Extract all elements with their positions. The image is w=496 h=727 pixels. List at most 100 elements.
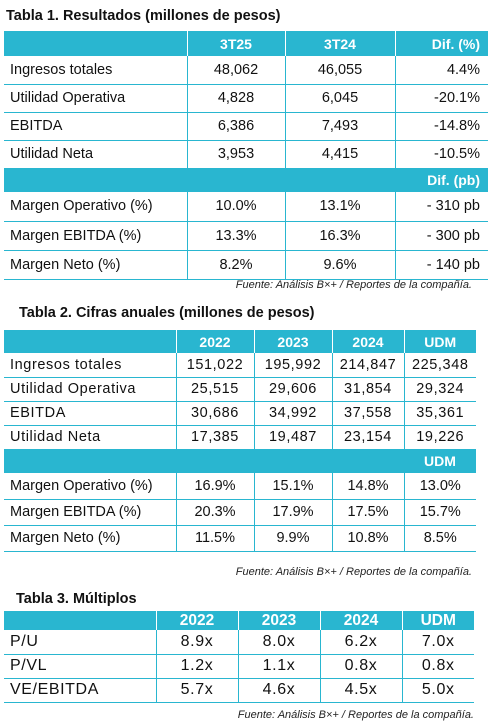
cell-value: 6.2x <box>320 630 403 655</box>
cell-value: -10.5% <box>395 140 488 169</box>
cell-value: 37,558 <box>332 401 405 426</box>
row-label: Margen EBITDA (%) <box>4 499 177 526</box>
cell-value: -20.1% <box>395 84 488 113</box>
row-label: Margen EBITDA (%) <box>4 221 188 251</box>
multiples-table: 2022 2023 2024 UDM P/U 8.9x 8.0x 6.2x 7.… <box>4 611 474 703</box>
table-row: Utilidad Neta 3,953 4,415 -10.5% <box>4 140 488 169</box>
cell-value: 29,606 <box>254 377 333 402</box>
table3-header-row: 2022 2023 2024 UDM <box>4 611 474 630</box>
table2-col-header: UDM <box>404 330 476 353</box>
table-row: Utilidad Neta 17,385 19,487 23,154 19,22… <box>4 425 476 450</box>
table3-col-header: 2023 <box>238 611 321 630</box>
table-row: Margen Neto (%) 11.5% 9.9% 10.8% 8.5% <box>4 525 476 552</box>
table2-subheader: UDM <box>404 449 476 473</box>
cell-value: 19,487 <box>254 425 333 450</box>
table-row: EBITDA 6,386 7,493 -14.8% <box>4 112 488 141</box>
cell-value: 17,385 <box>176 425 255 450</box>
cell-value: 30,686 <box>176 401 255 426</box>
table2-header-row: 2022 2023 2024 UDM <box>4 330 476 353</box>
cell-value: 16.3% <box>285 221 396 251</box>
table1-title: Tabla 1. Resultados (millones de pesos) <box>6 8 281 24</box>
table1-source: Fuente: Análisis B×+ / Reportes de la co… <box>235 279 472 291</box>
cell-value: - 140 pb <box>395 250 488 280</box>
row-label: Utilidad Neta <box>4 140 188 169</box>
cell-value: 9.6% <box>285 250 396 280</box>
row-label: Margen Operativo (%) <box>4 192 188 222</box>
cell-value: 8.0x <box>238 630 321 655</box>
cell-value: 19,226 <box>404 425 476 450</box>
cell-value: 23,154 <box>332 425 405 450</box>
cell-value: 225,348 <box>404 353 476 378</box>
cell-value: 195,992 <box>254 353 333 378</box>
table1-subheader: Dif. (pb) <box>395 168 488 192</box>
cell-value: 0.8x <box>320 654 403 679</box>
subheader-blank <box>4 449 176 473</box>
cell-value: 4.4% <box>395 56 488 85</box>
table3-col-header: UDM <box>402 611 474 630</box>
cell-value: 1.2x <box>156 654 239 679</box>
cell-value: 0.8x <box>402 654 474 679</box>
table3-header-blank <box>4 611 157 630</box>
table-row: Margen Operativo (%) 10.0% 13.1% - 310 p… <box>4 192 488 222</box>
cell-value: 16.9% <box>176 473 255 500</box>
table2-col-header: 2023 <box>254 330 333 353</box>
table2-col-header: 2024 <box>332 330 405 353</box>
cell-value: 8.9x <box>156 630 239 655</box>
table3-source: Fuente: Análisis B×+ / Reportes de la co… <box>237 709 474 721</box>
table2-header-blank <box>4 330 177 353</box>
cell-value: 14.8% <box>332 473 405 500</box>
table1-header-blank <box>4 31 188 56</box>
cell-value: 11.5% <box>176 525 255 552</box>
row-label: VE/EBITDA <box>4 678 157 703</box>
cell-value: 6,045 <box>285 84 396 113</box>
table-row: P/U 8.9x 8.0x 6.2x 7.0x <box>4 630 474 655</box>
annual-figures-table: 2022 2023 2024 UDM Ingresos totales 151,… <box>4 330 476 552</box>
table-row: P/VL 1.2x 1.1x 0.8x 0.8x <box>4 654 474 679</box>
cell-value: 6,386 <box>187 112 286 141</box>
table1-col-header: 3T25 <box>187 31 286 56</box>
table-row: Margen Neto (%) 8.2% 9.6% - 140 pb <box>4 250 488 280</box>
table-row: VE/EBITDA 5.7x 4.6x 4.5x 5.0x <box>4 678 474 703</box>
cell-value: 17.9% <box>254 499 333 526</box>
cell-value: -14.8% <box>395 112 488 141</box>
row-label: EBITDA <box>4 401 177 426</box>
cell-value: 151,022 <box>176 353 255 378</box>
table-row: Margen EBITDA (%) 13.3% 16.3% - 300 pb <box>4 221 488 251</box>
row-label: Utilidad Operativa <box>4 377 177 402</box>
table3-col-header: 2022 <box>156 611 239 630</box>
row-label: Ingresos totales <box>4 56 188 85</box>
cell-value: 13.3% <box>187 221 286 251</box>
row-label: P/U <box>4 630 157 655</box>
cell-value: 214,847 <box>332 353 405 378</box>
row-label: EBITDA <box>4 112 188 141</box>
cell-value: 8.5% <box>404 525 476 552</box>
cell-value: 4,415 <box>285 140 396 169</box>
row-label: Margen Operativo (%) <box>4 473 177 500</box>
cell-value: 1.1x <box>238 654 321 679</box>
table3-col-header: 2024 <box>320 611 403 630</box>
subheader-blank <box>187 168 285 192</box>
table-row: Margen Operativo (%) 16.9% 15.1% 14.8% 1… <box>4 473 476 500</box>
row-label: Utilidad Operativa <box>4 84 188 113</box>
table1-col-header: 3T24 <box>285 31 396 56</box>
row-label: Margen Neto (%) <box>4 525 177 552</box>
cell-value: 29,324 <box>404 377 476 402</box>
table2-subheader-row: UDM <box>4 449 476 473</box>
subheader-blank <box>4 168 187 192</box>
row-label: Margen Neto (%) <box>4 250 188 280</box>
table1-subheader-row: Dif. (pb) <box>4 168 488 192</box>
subheader-blank <box>285 168 395 192</box>
table-row: Utilidad Operativa 4,828 6,045 -20.1% <box>4 84 488 113</box>
cell-value: 46,055 <box>285 56 396 85</box>
cell-value: 15.1% <box>254 473 333 500</box>
row-label: P/VL <box>4 654 157 679</box>
cell-value: 15.7% <box>404 499 476 526</box>
cell-value: 34,992 <box>254 401 333 426</box>
table-row: EBITDA 30,686 34,992 37,558 35,361 <box>4 401 476 426</box>
cell-value: 10.8% <box>332 525 405 552</box>
results-table: 3T25 3T24 Dif. (%) Ingresos totales 48,0… <box>4 31 488 280</box>
cell-value: 31,854 <box>332 377 405 402</box>
cell-value: 5.7x <box>156 678 239 703</box>
subheader-blank <box>332 449 404 473</box>
cell-value: 5.0x <box>402 678 474 703</box>
